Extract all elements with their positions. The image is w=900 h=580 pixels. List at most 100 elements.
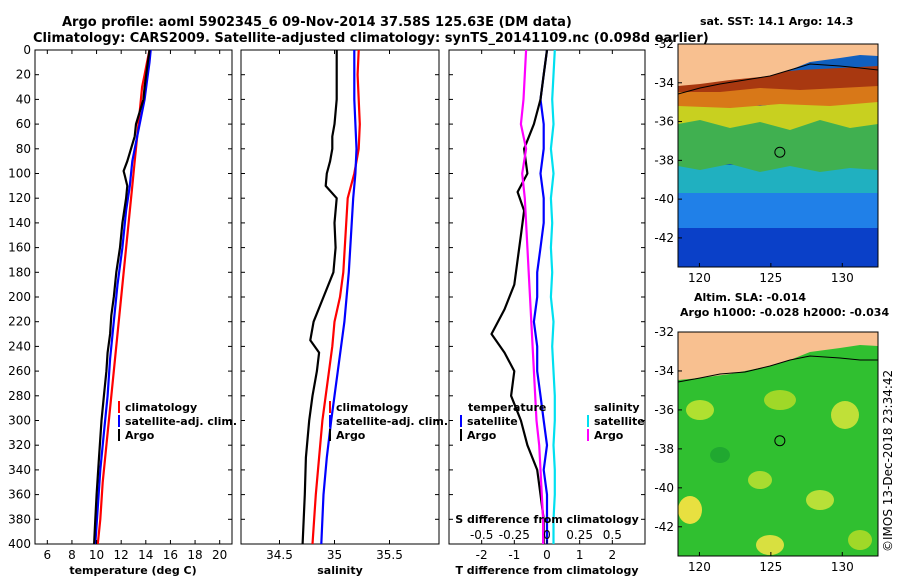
sla-blob bbox=[831, 401, 859, 429]
copyright-stamp: ©IMOS 13-Dec-2018 23:34:42 bbox=[881, 370, 895, 552]
series-line-argo bbox=[93, 50, 151, 544]
map-lat-label: -42 bbox=[654, 520, 674, 534]
legend-label-satellite-adj: satellite-adj. clim. bbox=[336, 415, 448, 428]
legend-label-argo: Argo bbox=[336, 429, 366, 442]
depth-tick-label: 200 bbox=[8, 290, 31, 304]
sla-argo-marker bbox=[774, 435, 786, 447]
sla-land bbox=[678, 332, 878, 380]
x-tick-label: 12 bbox=[114, 548, 129, 562]
map-lat-label: -32 bbox=[654, 325, 674, 339]
map-lat-label: -34 bbox=[654, 364, 674, 378]
sla-map bbox=[678, 332, 878, 556]
series-line-salinity-satellite bbox=[549, 50, 556, 544]
salinity-x-ticks: 34.5 35 35.5 bbox=[266, 50, 403, 562]
legend-label-temp-argo: Argo bbox=[467, 429, 497, 442]
salinity-xlabel: salinity bbox=[317, 564, 363, 577]
legend-title-temperature: temperature bbox=[468, 401, 546, 414]
sst-band-red bbox=[678, 66, 878, 92]
legend-label-sal-argo: Argo bbox=[594, 429, 624, 442]
x-tick-label: 10 bbox=[89, 548, 104, 562]
difference-legend-salinity: salinity satellite Argo bbox=[587, 401, 645, 442]
depth-tick-label: 380 bbox=[8, 512, 31, 526]
difference-x-ticks: -2 -1 0 1 2 -0.5 -0.25 0 0.25 0.5 bbox=[470, 50, 622, 562]
sla-coastline bbox=[678, 355, 878, 383]
sla-blob bbox=[756, 535, 784, 555]
sla-map-title2: Argo h1000: -0.028 h2000: -0.034 bbox=[680, 306, 889, 319]
legend-title-salinity: salinity bbox=[594, 401, 640, 414]
temperature-panel bbox=[34, 49, 233, 545]
x-tick-label: -2 bbox=[476, 548, 488, 562]
legend-label-sal-satellite: satellite bbox=[594, 415, 645, 428]
difference-xlabel-salinity: S difference from climatology bbox=[455, 513, 639, 526]
depth-tick-label: 400 bbox=[8, 537, 31, 551]
temperature-series bbox=[93, 50, 152, 544]
sst-map-ticks: -32 -34 -36 -38 -40 -42 120 125 130 bbox=[654, 37, 853, 285]
depth-tick-label: 320 bbox=[8, 438, 31, 452]
sst-band-cyan bbox=[678, 165, 878, 193]
depth-tick-label: 100 bbox=[8, 167, 31, 181]
temperature-legend: climatology satellite-adj. clim. Argo bbox=[118, 401, 237, 442]
map-lat-label: -32 bbox=[654, 37, 674, 51]
x-tick-label: 18 bbox=[187, 548, 202, 562]
series-line-temperature-satellite bbox=[532, 50, 549, 544]
depth-tick-label: 260 bbox=[8, 364, 31, 378]
map-lat-label: -36 bbox=[654, 403, 674, 417]
x-tick-label: -1 bbox=[508, 548, 520, 562]
series-line-salinity-argo bbox=[519, 50, 545, 544]
map-lat-label: -34 bbox=[654, 76, 674, 90]
sla-map-ticks: -32 -34 -36 -38 -40 -42 120 125 130 bbox=[654, 325, 853, 574]
series-line-climatology bbox=[96, 50, 151, 544]
map-lat-label: -38 bbox=[654, 153, 674, 167]
depth-tick-label: 120 bbox=[8, 191, 31, 205]
figure-title-line2: Climatology: CARS2009. Satellite-adjuste… bbox=[33, 31, 709, 46]
sst-argo-marker bbox=[774, 146, 786, 158]
sst-coastline bbox=[678, 63, 878, 95]
x-tick-label: 2 bbox=[609, 548, 617, 562]
x-tick-label: 0 bbox=[543, 548, 551, 562]
x-tick-label: 6 bbox=[43, 548, 51, 562]
map-lon-label: 125 bbox=[759, 560, 782, 574]
depth-tick-label: 280 bbox=[8, 389, 31, 403]
map-lon-label: 120 bbox=[688, 271, 711, 285]
x-tick-label: 8 bbox=[68, 548, 76, 562]
legend-label-satellite-adj: satellite-adj. clim. bbox=[125, 415, 237, 428]
difference-panel bbox=[448, 49, 646, 545]
sst-map bbox=[678, 44, 878, 267]
x-tick-label: 35 bbox=[327, 548, 342, 562]
difference-series bbox=[490, 50, 556, 544]
x-tick-label: 34.5 bbox=[266, 548, 293, 562]
depth-tick-label: 0 bbox=[23, 43, 31, 57]
difference-legend-temperature: temperature satellite Argo bbox=[460, 401, 546, 442]
map-lon-label: 125 bbox=[759, 271, 782, 285]
depth-axis: 0 20 40 60 80 100 120 140 160 180 200 220 240 260 280 3… bbox=[8, 43, 645, 551]
x-tick-label: 1 bbox=[576, 548, 584, 562]
sst-map-frame bbox=[677, 43, 879, 268]
series-line-satellite-adj-clim- bbox=[94, 50, 152, 544]
series-line-climatology bbox=[311, 50, 361, 544]
sst-band-blue bbox=[678, 190, 878, 228]
sla-blob bbox=[710, 447, 730, 463]
depth-tick-label: 220 bbox=[8, 315, 31, 329]
depth-tick-label: 160 bbox=[8, 241, 31, 255]
depth-tick-label: 300 bbox=[8, 414, 31, 428]
map-lat-label: -40 bbox=[654, 192, 674, 206]
depth-tick-label: 360 bbox=[8, 488, 31, 502]
x-tick-label: 16 bbox=[163, 548, 178, 562]
difference-xlabel: T difference from climatology bbox=[455, 564, 638, 577]
sla-blob bbox=[764, 390, 796, 410]
x-tick-label: 14 bbox=[138, 548, 153, 562]
legend-label-climatology: climatology bbox=[125, 401, 197, 414]
sla-map-title1: Altim. SLA: -0.014 bbox=[694, 291, 806, 304]
depth-tick-label: 140 bbox=[8, 216, 31, 230]
x-tick-label-salinity: -0.25 bbox=[499, 528, 530, 542]
x-tick-label: 20 bbox=[212, 548, 227, 562]
x-tick-label: 35.5 bbox=[376, 548, 403, 562]
depth-tick-label: 180 bbox=[8, 265, 31, 279]
temperature-xlabel: temperature (deg C) bbox=[69, 564, 196, 577]
sla-map-frame bbox=[677, 331, 879, 557]
x-tick-label-salinity: 0.25 bbox=[566, 528, 593, 542]
sla-blob bbox=[678, 496, 702, 524]
map-lon-label: 130 bbox=[831, 271, 854, 285]
figure-title-line1: Argo profile: aoml 5902345_6 09-Nov-2014… bbox=[62, 15, 572, 30]
